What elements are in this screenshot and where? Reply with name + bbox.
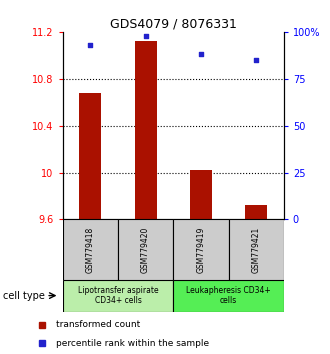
Point xyxy=(253,57,259,63)
Point xyxy=(198,52,204,57)
Bar xyxy=(173,219,228,280)
Title: GDS4079 / 8076331: GDS4079 / 8076331 xyxy=(110,18,237,31)
Text: GSM779418: GSM779418 xyxy=(86,227,95,273)
Text: percentile rank within the sample: percentile rank within the sample xyxy=(56,339,209,348)
Point xyxy=(143,33,148,39)
Bar xyxy=(173,280,284,312)
Bar xyxy=(245,205,267,219)
Bar xyxy=(118,219,173,280)
Bar xyxy=(63,219,118,280)
Text: GSM779419: GSM779419 xyxy=(196,226,205,273)
Text: GSM779420: GSM779420 xyxy=(141,226,150,273)
Bar xyxy=(135,41,157,219)
Text: transformed count: transformed count xyxy=(56,320,141,330)
Bar xyxy=(63,280,173,312)
Bar xyxy=(79,93,101,219)
Text: cell type: cell type xyxy=(3,291,45,301)
Text: GSM779421: GSM779421 xyxy=(252,227,261,273)
Text: Leukapheresis CD34+
cells: Leukapheresis CD34+ cells xyxy=(186,286,271,305)
Bar xyxy=(190,170,212,219)
Bar xyxy=(228,219,284,280)
Text: Lipotransfer aspirate
CD34+ cells: Lipotransfer aspirate CD34+ cells xyxy=(78,286,158,305)
Point xyxy=(88,42,93,48)
